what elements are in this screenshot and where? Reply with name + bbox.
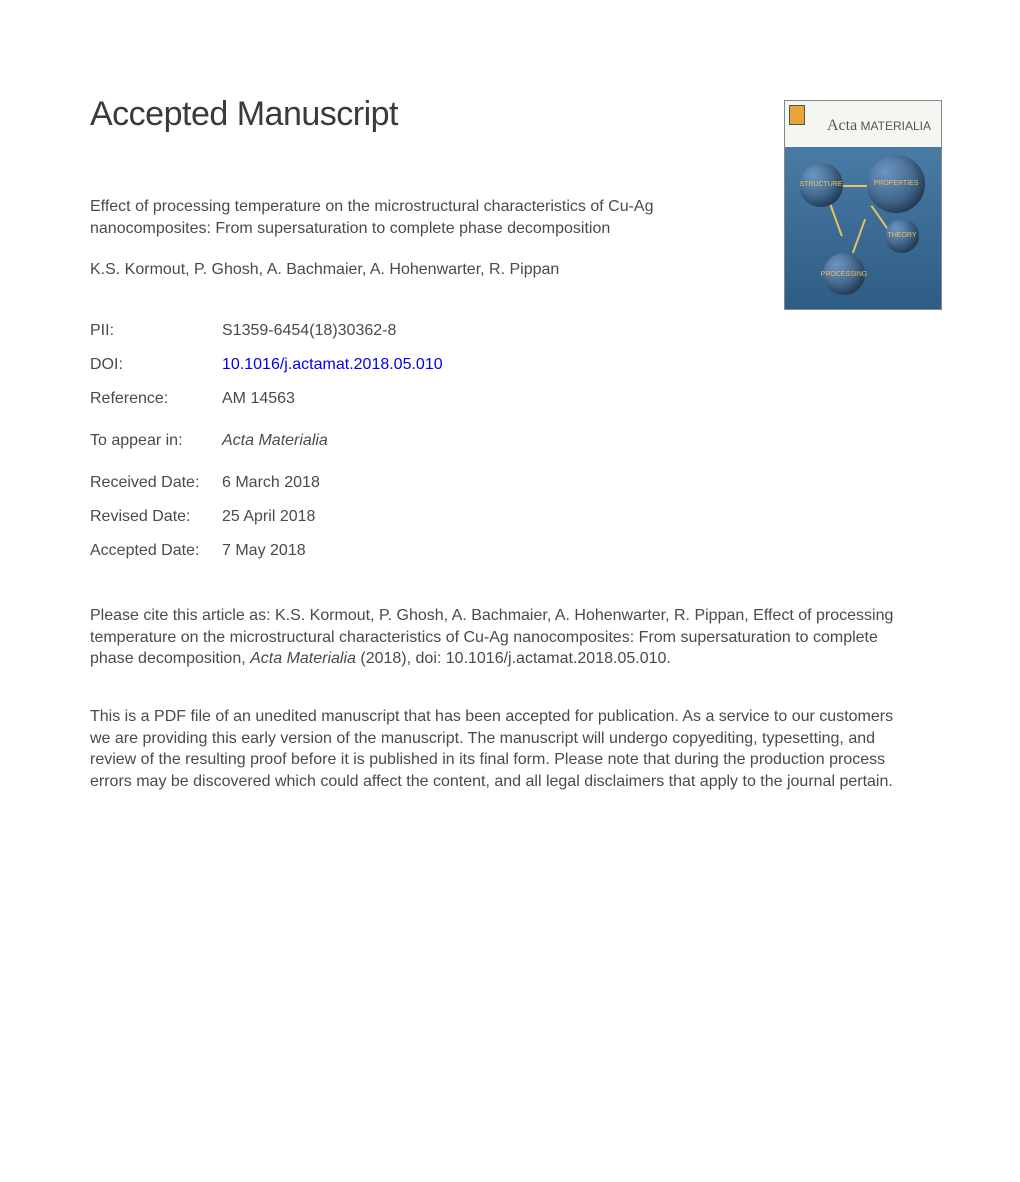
sphere-icon: PROPERTIES	[867, 155, 925, 213]
elsevier-logo-icon	[789, 105, 805, 125]
meta-row-received: Received Date: 6 March 2018	[90, 471, 930, 495]
doi-link[interactable]: 10.1016/j.actamat.2018.05.010	[222, 356, 443, 373]
citation-suffix: (2018), doi: 10.1016/j.actamat.2018.05.0…	[356, 650, 671, 667]
meta-value: AM 14563	[222, 387, 295, 411]
meta-row-revised: Revised Date: 25 April 2018	[90, 505, 930, 529]
meta-value: 6 March 2018	[222, 471, 320, 495]
meta-label: DOI:	[90, 353, 222, 377]
meta-value: 7 May 2018	[222, 539, 306, 563]
meta-row-doi: DOI: 10.1016/j.actamat.2018.05.010	[90, 353, 930, 377]
sphere-icon: THEORY	[885, 219, 919, 253]
cover-body: STRUCTURE PROPERTIES THEORY PROCESSING	[785, 147, 941, 309]
journal-cover-thumbnail: Acta MATERIALIA STRUCTURE PROPERTIES THE…	[784, 100, 942, 310]
cover-journal-name: Acta MATERIALIA	[827, 117, 931, 135]
manuscript-page: Acta MATERIALIA STRUCTURE PROPERTIES THE…	[0, 0, 1020, 852]
citation-text: Please cite this article as: K.S. Kormou…	[90, 605, 910, 670]
sphere-icon: STRUCTURE	[799, 163, 843, 207]
disclaimer-text: This is a PDF file of an unedited manusc…	[90, 706, 910, 792]
cover-journal-acta: Acta	[827, 117, 857, 134]
cover-journal-rest: MATERIALIA	[857, 119, 931, 133]
meta-row-appear: To appear in: Acta Materialia	[90, 429, 930, 453]
meta-label: Reference:	[90, 387, 222, 411]
meta-row-accepted: Accepted Date: 7 May 2018	[90, 539, 930, 563]
meta-label: PII:	[90, 319, 222, 343]
meta-row-reference: Reference: AM 14563	[90, 387, 930, 411]
citation-journal: Acta Materialia	[250, 650, 356, 667]
connector-line	[829, 203, 843, 236]
meta-value: 25 April 2018	[222, 505, 315, 529]
connector-line	[852, 218, 866, 253]
sphere-icon: PROCESSING	[823, 253, 865, 295]
cover-header: Acta MATERIALIA	[785, 101, 941, 147]
meta-value: Acta Materialia	[222, 429, 328, 453]
meta-label: Received Date:	[90, 471, 222, 495]
meta-row-pii: PII: S1359-6454(18)30362-8	[90, 319, 930, 343]
meta-value: 10.1016/j.actamat.2018.05.010	[222, 353, 443, 377]
meta-value: S1359-6454(18)30362-8	[222, 319, 396, 343]
metadata-block: PII: S1359-6454(18)30362-8 DOI: 10.1016/…	[90, 319, 930, 563]
meta-label: Accepted Date:	[90, 539, 222, 563]
meta-label: To appear in:	[90, 429, 222, 453]
meta-label: Revised Date:	[90, 505, 222, 529]
article-title: Effect of processing temperature on the …	[90, 196, 705, 239]
